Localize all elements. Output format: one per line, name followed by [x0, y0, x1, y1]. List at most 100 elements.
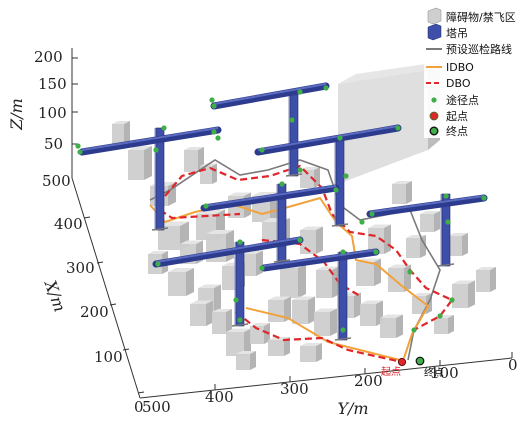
- waypoint-marker: [75, 143, 81, 149]
- waypoint-marker: [297, 167, 303, 173]
- waypoint-marker: [211, 129, 217, 135]
- obstacle-building: [292, 296, 315, 324]
- obstacle-building: [356, 258, 381, 286]
- end-label: 终点: [424, 366, 444, 379]
- obstacle-building: [316, 266, 339, 298]
- tick-labels: 200 150 100 50 500 400 300 200 100 0 500…: [34, 48, 518, 416]
- legend-label: IDBO: [446, 61, 474, 74]
- axis-frame: [71, 48, 513, 399]
- waypoint-marker: [373, 249, 379, 255]
- waypoint-marker: [233, 297, 239, 303]
- tower-crane: [210, 82, 330, 177]
- x-axis-label: X/m: [40, 276, 69, 314]
- legend-item-preset: 预设巡检路线: [426, 42, 512, 56]
- obstacle-building: [236, 351, 256, 370]
- waypoint-marker: [237, 317, 243, 323]
- legend-label: 预设巡检路线: [446, 42, 512, 56]
- legend-item-idbo: IDBO: [426, 61, 474, 74]
- waypoint-marker: [297, 89, 303, 95]
- waypoint-marker: [203, 203, 209, 209]
- waypoint-marker: [209, 97, 215, 103]
- obstacle-building: [448, 233, 468, 256]
- waypoint-marker: [161, 125, 167, 131]
- legend-item-end: 终点: [429, 124, 468, 138]
- waypoint-marker: [369, 211, 375, 217]
- y-axis-label: Y/m: [337, 399, 368, 418]
- obstacle-buildings: [112, 121, 496, 370]
- start-label: 起点: [381, 366, 401, 378]
- x-tick-label: 200: [80, 303, 109, 321]
- legend-item-start: 起点: [429, 110, 468, 123]
- waypoint-marker: [411, 327, 417, 333]
- y-tick-label: 200: [354, 372, 383, 390]
- legend-item-waypoint: 途径点: [431, 93, 479, 107]
- waypoint-marker: [340, 327, 346, 333]
- waypoint-marker: [407, 269, 413, 275]
- y-tick-label: 100: [430, 364, 459, 382]
- waypoint-marker: [445, 219, 451, 225]
- obstacle-building: [420, 211, 440, 232]
- waypoint-marker: [340, 249, 346, 255]
- waypoints: [75, 85, 487, 333]
- waypoint-marker: [155, 261, 161, 267]
- legend-item-obstacle: 障碍物/禁飞区: [427, 7, 516, 25]
- obstacle-building: [452, 280, 475, 308]
- z-axis-label: Z/m: [7, 98, 26, 131]
- legend: 障碍物/禁飞区 塔吊 预设巡检路线 IDBO DBO 途径点 起点 终点: [424, 6, 520, 138]
- tower-crane: [254, 124, 402, 227]
- y-tick-label: 0: [508, 356, 518, 374]
- x-tick-label: 300: [66, 259, 95, 277]
- obstacle-building: [112, 121, 130, 146]
- obstacle-building: [212, 309, 232, 334]
- legend-label: 障碍物/禁飞区: [446, 10, 516, 24]
- y-tick-label: 400: [205, 388, 234, 406]
- waypoint-marker: [359, 219, 365, 225]
- axis-ticks: [72, 57, 513, 394]
- x-tick-label: 400: [54, 215, 83, 233]
- obstacle-building: [476, 267, 496, 292]
- legend-label: DBO: [446, 77, 471, 90]
- legend-item-crane: 塔吊: [427, 23, 468, 41]
- obstacle-building: [128, 146, 152, 180]
- tower-crane: [152, 236, 304, 327]
- start-marker: 起点: [381, 357, 407, 378]
- obstacle-building: [360, 300, 383, 326]
- waypoint-marker: [337, 135, 343, 141]
- x-axis-line: [71, 177, 141, 399]
- obstacle-building: [190, 300, 213, 326]
- obstacle-building: [392, 181, 412, 204]
- legend-label: 终点: [446, 124, 468, 138]
- waypoint-marker: [343, 173, 349, 179]
- legend-label: 途径点: [446, 93, 479, 107]
- obstacle-building: [300, 343, 322, 362]
- waypoint-marker: [237, 239, 243, 245]
- waypoint-marker: [437, 313, 443, 319]
- waypoint-marker: [259, 265, 265, 271]
- z-tick-label: 200: [34, 48, 63, 66]
- tower-crane: [78, 126, 222, 231]
- waypoint-marker: [289, 117, 295, 123]
- z-tick-label: 50: [44, 135, 63, 153]
- waypoint-marker: [259, 147, 265, 153]
- end-marker: 终点: [415, 356, 444, 379]
- legend-label: 起点: [446, 110, 468, 123]
- waypoint-marker: [297, 237, 303, 243]
- waypoint-marker: [443, 193, 449, 199]
- obstacle-building: [280, 264, 306, 298]
- waypoint-marker: [333, 187, 339, 193]
- obstacle-building: [200, 163, 217, 184]
- legend-label: 塔吊: [446, 27, 468, 40]
- y-tick-label: 500: [142, 398, 171, 416]
- waypoint-marker: [279, 181, 285, 187]
- y-tick-label: 300: [280, 380, 309, 398]
- waypoint-marker: [449, 297, 455, 303]
- obstacle-building: [300, 226, 323, 254]
- x-tick-label: 100: [94, 348, 123, 366]
- z-tick-label: 150: [38, 75, 67, 93]
- obstacle-building: [314, 308, 337, 336]
- waypoint-marker: [153, 147, 159, 153]
- y-tick-label: 0: [134, 398, 144, 416]
- waypoint-marker: [211, 103, 217, 109]
